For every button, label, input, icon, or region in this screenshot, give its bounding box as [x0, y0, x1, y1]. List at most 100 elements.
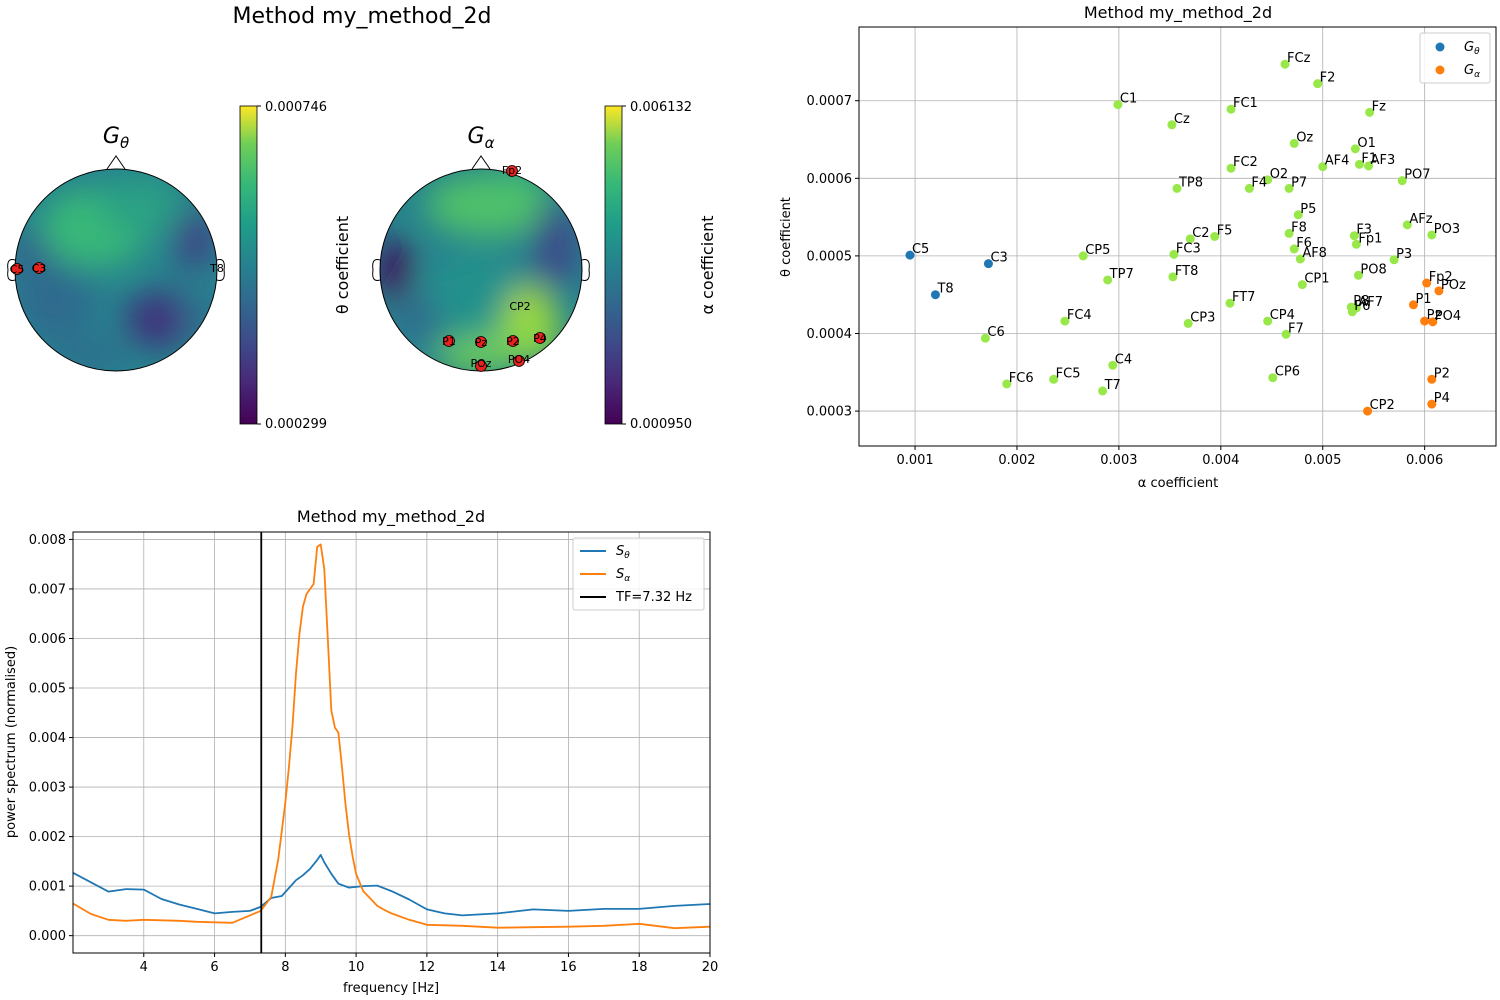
- scatter-point-c5: [905, 250, 915, 260]
- scatter-point-label: PO7: [1404, 168, 1430, 183]
- spectrum-legend-label-alpha: Sα: [616, 567, 630, 584]
- scatter-point-label: Pz: [1427, 308, 1442, 323]
- scatter-y-tick-label: 0.0005: [807, 249, 853, 264]
- scatter-point-label: F1: [1361, 151, 1377, 166]
- topomap-alpha-marker: Pz: [475, 336, 488, 349]
- spectrum-title: Method my_method_2d: [297, 507, 485, 527]
- topomap-theta-marker: C5: [10, 263, 25, 276]
- scatter-point-o2: [1263, 175, 1273, 185]
- scatter-point-label: CP3: [1190, 310, 1215, 325]
- scatter-point-label: FCz: [1287, 51, 1311, 66]
- scatter-point-label: FC1: [1233, 96, 1258, 111]
- scatter-point-label: C4: [1115, 352, 1132, 367]
- svg-text:T8: T8: [209, 262, 224, 275]
- scatter-point-f1: [1354, 159, 1364, 169]
- svg-text:C5: C5: [10, 263, 25, 276]
- scatter-point-label: CP5: [1085, 243, 1110, 258]
- scatter-point-label: F8: [1291, 220, 1307, 235]
- colorbar-theta-max: 0.000746: [265, 100, 327, 115]
- scatter-point-p4: [1427, 399, 1437, 409]
- spectrum-x-tick-label: 14: [489, 960, 506, 975]
- colorbar-alpha: 0.006132 0.000950 α coefficient: [604, 100, 717, 432]
- scatter-point-label: FC3: [1176, 241, 1201, 256]
- scatter-legend-marker-theta: [1435, 42, 1445, 52]
- nose-icon: [106, 155, 126, 170]
- scatter-point-label: PO4: [1435, 309, 1461, 324]
- scatter-point-label: AF3: [1371, 153, 1396, 168]
- spectrum-x-tick-label: 10: [348, 960, 365, 975]
- topomap-alpha-marker: POz: [470, 357, 492, 372]
- scatter-x-tick-label: 0.005: [1304, 453, 1341, 468]
- topomap-alpha-title: Gα: [468, 124, 495, 152]
- spectrum-y-tick-label: 0.001: [29, 880, 66, 895]
- scatter-ylabel: θ coefficient: [779, 197, 794, 277]
- scatter-x-tick-label: 0.006: [1406, 453, 1443, 468]
- scatter-point-af4: [1318, 162, 1328, 172]
- scatter-point-f6: [1289, 244, 1299, 254]
- scatter-point-label: C1: [1120, 92, 1137, 107]
- scatter-point-label: F2: [1320, 71, 1336, 86]
- scatter-point-fc5: [1049, 374, 1059, 384]
- scatter-point-label: F4: [1251, 175, 1267, 190]
- spectrum-x-tick-label: 8: [281, 960, 289, 975]
- scatter-point-cp5: [1078, 251, 1088, 261]
- scatter-x-tick-label: 0.003: [1100, 453, 1137, 468]
- scatter-point-c3: [983, 259, 993, 269]
- svg-text:Pz: Pz: [475, 336, 488, 349]
- scatter-x-tick-label: 0.004: [1202, 453, 1239, 468]
- scatter-point-p3: [1389, 255, 1399, 265]
- scatter-point-label: AFz: [1409, 212, 1432, 227]
- spectrum-series-line-theta: [72, 854, 711, 917]
- scatter-y-ticks: 0.0003 0.0004 0.0005 0.0006 0.0007: [807, 94, 859, 420]
- colorbar-theta-label: θ coefficient: [333, 216, 352, 314]
- scatter-point-label: PO8: [1360, 262, 1386, 277]
- scatter-point-label: P4: [1434, 391, 1450, 406]
- scatter-point-label: Fp2: [1429, 270, 1453, 285]
- scatter-points: [905, 59, 1444, 416]
- spectrum-legend-label-theta: Sθ: [616, 544, 630, 561]
- scatter-axes-frame: [858, 26, 1497, 447]
- scatter-point-fc1: [1226, 104, 1236, 114]
- scatter-x-tick-label: 0.002: [998, 453, 1035, 468]
- scatter-point-cp3: [1183, 318, 1193, 328]
- svg-text:PO4: PO4: [508, 353, 530, 366]
- scatter-legend: Gθ Gα: [1419, 32, 1491, 84]
- scatter-point-label: FC2: [1233, 155, 1258, 170]
- scatter-point-fc6: [1002, 379, 1012, 389]
- scatter-point-f7: [1281, 329, 1291, 339]
- scatter-point-label: PO3: [1434, 222, 1460, 237]
- scatter-point-label: CP2: [1370, 398, 1395, 413]
- scatter-point-af3: [1364, 161, 1374, 171]
- scatter-point-label: O1: [1357, 136, 1376, 151]
- scatter-point-cp2: [1363, 406, 1373, 416]
- colorbar-alpha-label: α coefficient: [698, 215, 717, 314]
- spectrum-x-tick-label: 16: [560, 960, 577, 975]
- scatter-point-poz: [1434, 286, 1444, 296]
- scatter-legend-label-theta: Gθ: [1464, 40, 1480, 57]
- scatter-point-p1: [1408, 300, 1418, 310]
- scatter-point-label: P6: [1354, 299, 1370, 314]
- spectrum-y-tick-label: 0.006: [29, 632, 66, 647]
- left-ear-icon: [372, 259, 381, 281]
- scatter-point-label: T7: [1104, 378, 1121, 393]
- scatter-point-pz: [1420, 316, 1430, 326]
- spectrum-ylabel: power spectrum (normalised): [4, 646, 19, 838]
- scatter-point-label: F7: [1288, 321, 1304, 336]
- scatter-point-p6: [1347, 307, 1357, 317]
- scatter-point-t8: [930, 290, 940, 300]
- scatter-point-label: Cz: [1174, 112, 1190, 127]
- scatter-point-label: P7: [1291, 175, 1307, 190]
- scatter-point-label: P3: [1396, 247, 1412, 262]
- scatter-point-po4: [1428, 317, 1438, 327]
- spectrum-y-tick-label: 0.008: [29, 533, 66, 548]
- scatter-point-fc3: [1169, 249, 1179, 259]
- scatter-point-label: P1: [1415, 292, 1431, 307]
- topomap-alpha-marker: P1: [442, 335, 456, 348]
- scatter-point-label: FT7: [1232, 290, 1255, 305]
- topomap-theta: Gθ C5 C3 T8: [7, 124, 225, 372]
- scatter-point-label: AF8: [1302, 246, 1327, 261]
- scatter-point-c4: [1108, 360, 1118, 370]
- left-ear-icon: [7, 259, 16, 281]
